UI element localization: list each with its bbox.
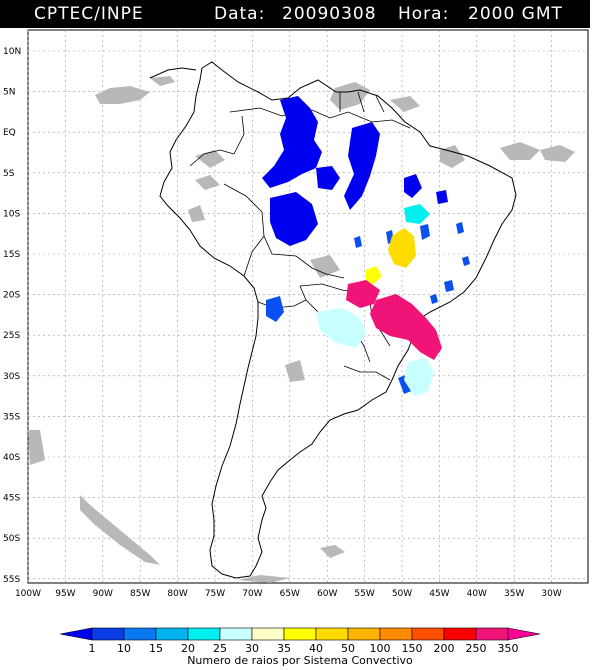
lon-label: 70W [242,589,262,599]
legend-swatch [91,627,125,641]
legend-tick-labels: 1 10 15 20 25 30 35 40 50 100 150 200 250 350 [89,642,519,655]
legend-tick: 150 [402,642,423,655]
legend-swatch [315,627,349,641]
lon-label: 85W [130,589,150,599]
lon-label: 35W [504,589,524,599]
lon-label: 30W [541,589,561,599]
lat-label: 35S [3,412,20,422]
longitude-labels: 100W 95W 90W 85W 80W 75W 70W 65W 60W 55W 50W 45W 40W… [15,589,562,599]
legend-tick: 1 [89,642,96,655]
lat-label: 50S [3,534,20,544]
lon-label: 60W [317,589,337,599]
source-label: CPTEC/INPE [34,4,144,24]
legend-swatch [475,627,509,641]
legend-swatch [411,627,445,641]
lightning-1-systems [262,96,448,246]
legend-colorbar [59,627,541,641]
coastline [149,61,517,579]
lightning-10-systems [266,222,470,394]
lat-label: 45S [3,494,20,504]
lon-label: 65W [280,589,300,599]
legend-tick: 10 [117,642,131,655]
lat-label: 55S [3,575,20,585]
lat-label: 15S [3,250,20,260]
legend-tick: 40 [309,642,323,655]
lightning-40-50-systems [366,228,416,284]
lon-label: 40W [467,589,487,599]
legend-tick: 200 [434,642,455,655]
legend-tick: 20 [181,642,195,655]
lat-label: 5S [3,169,15,179]
legend-swatch [123,627,157,641]
date-label: Data: [214,4,266,24]
legend-tick: 350 [498,642,519,655]
legend-tick: 25 [213,642,227,655]
legend-swatch [443,627,477,641]
legend-swatch [379,627,413,641]
lon-label: 100W [15,589,41,599]
legend-swatch [187,627,221,641]
legend-tick: 100 [370,642,391,655]
legend-caption: Numero de raios por Sistema Convectivo [187,654,413,667]
lat-label: EQ [3,128,16,138]
legend-tick: 250 [466,642,487,655]
legend-swatch [347,627,381,641]
legend-swatch [59,627,93,641]
legend-tick: 15 [149,642,163,655]
legend-swatch [507,627,541,641]
lightning-30-systems [316,308,434,396]
lat-label: 20S [3,291,20,301]
hour-label: Hora: [398,4,450,24]
lon-label: 45W [429,589,449,599]
lightning-25-system [404,204,430,224]
lat-label: 10S [3,209,20,219]
legend-tick: 35 [277,642,291,655]
legend-swatch [251,627,285,641]
lat-label: 10N [3,47,21,57]
hour-value: 2000 GMT [468,4,563,24]
latitude-labels: 10N 5N EQ 5S 10S 15S 20S 25S 30S 35S 40S 45S 50S 55S [3,47,21,585]
legend-swatch [283,627,317,641]
lon-label: 55W [354,589,374,599]
lon-label: 80W [167,589,187,599]
legend-swatch [155,627,189,641]
title-bar: CPTEC/INPE Data: 20090308 Hora: 2000 GMT [0,0,590,28]
lat-label: 40S [3,453,20,463]
legend-tick: 30 [245,642,259,655]
lat-label: 5N [3,88,15,98]
legend-tick: 50 [341,642,355,655]
lon-label: 95W [55,589,75,599]
date-value: 20090308 [282,4,377,24]
lon-label: 75W [205,589,225,599]
lat-label: 30S [3,372,20,382]
lat-label: 25S [3,331,20,341]
cloud-cover [28,76,575,583]
lon-label: 90W [93,589,113,599]
lightning-350-systems [346,280,442,360]
legend-swatch [219,627,253,641]
lon-label: 50W [392,589,412,599]
